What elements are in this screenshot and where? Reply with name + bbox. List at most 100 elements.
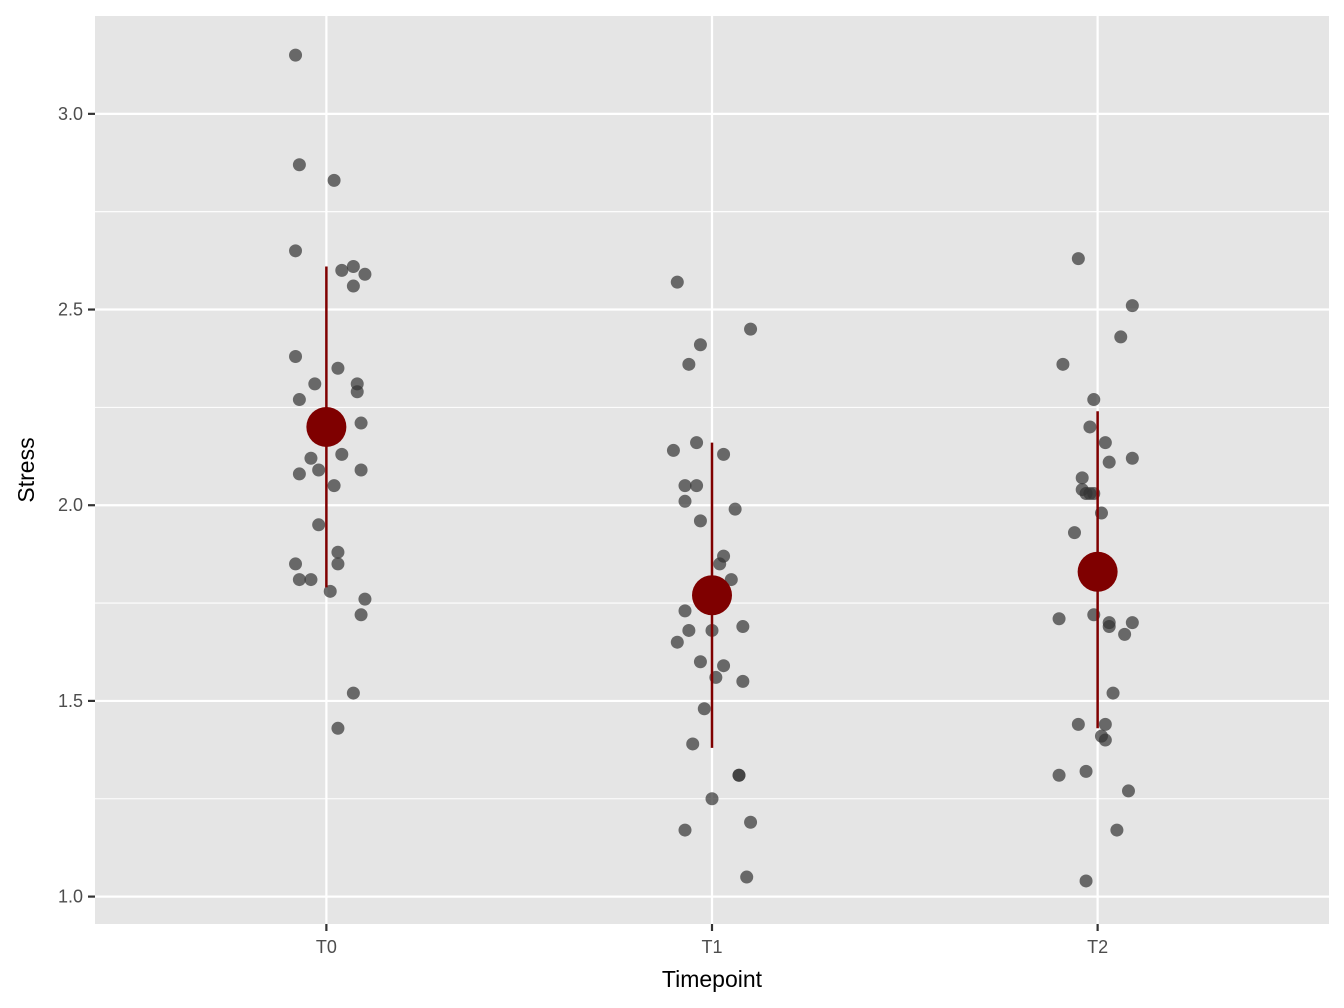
data-point: [732, 768, 746, 782]
data-point: [693, 338, 707, 352]
data-point: [670, 275, 684, 289]
data-point: [1121, 784, 1135, 798]
data-point: [292, 467, 306, 481]
y-tick-label: 3.0: [58, 104, 83, 124]
x-axis: T0 T1 T2: [316, 924, 1108, 957]
y-axis-title: Stress: [13, 437, 39, 502]
data-point: [289, 244, 303, 258]
data-point: [327, 479, 341, 493]
y-axis: 1.0 1.5 2.0 2.5 3.0: [58, 104, 95, 907]
data-point: [1083, 486, 1097, 500]
x-tick-label: T2: [1087, 937, 1108, 957]
data-point: [1118, 627, 1132, 641]
summary-stats: [306, 266, 1118, 748]
data-point: [1067, 526, 1081, 540]
data-point: [693, 514, 707, 528]
data-point: [678, 479, 692, 493]
data-point: [1079, 874, 1093, 888]
data-point: [335, 447, 349, 461]
data-point: [354, 608, 368, 622]
data-point: [346, 279, 360, 293]
data-point: [736, 674, 750, 688]
data-point: [346, 259, 360, 273]
data-point: [1098, 717, 1112, 731]
data-point: [744, 815, 758, 829]
data-point: [312, 463, 326, 477]
data-point: [331, 545, 345, 559]
data-point: [308, 377, 322, 391]
data-point: [740, 870, 754, 884]
data-point: [354, 463, 368, 477]
data-point: [292, 573, 306, 587]
data-point: [312, 518, 326, 532]
data-point: [304, 573, 318, 587]
data-point: [728, 502, 742, 516]
data-point: [1125, 616, 1139, 630]
data-point: [1083, 420, 1097, 434]
data-point: [1098, 733, 1112, 747]
data-point: [724, 573, 738, 587]
data-point: [670, 635, 684, 649]
data-point: [323, 584, 337, 598]
data-point: [1125, 299, 1139, 313]
data-point: [331, 557, 345, 571]
data-point: [678, 604, 692, 618]
data-point: [289, 350, 303, 363]
data-point: [1071, 252, 1085, 266]
y-tick-label: 1.0: [58, 887, 83, 907]
data-point: [1098, 436, 1112, 450]
data-point: [1114, 330, 1128, 344]
data-point: [1075, 471, 1089, 485]
data-point: [292, 158, 306, 172]
data-point: [1102, 455, 1116, 469]
data-point: [686, 737, 700, 751]
mean-point: [306, 406, 347, 447]
data-point: [350, 385, 364, 399]
x-tick-label: T0: [316, 937, 337, 957]
y-tick-label: 1.5: [58, 691, 83, 711]
data-point: [705, 792, 719, 806]
data-point: [717, 659, 731, 673]
data-point: [327, 173, 341, 187]
x-tick-label: T1: [701, 937, 722, 957]
data-point: [1102, 620, 1116, 634]
data-point: [1052, 612, 1066, 626]
data-point: [690, 479, 704, 493]
mean-point: [692, 575, 732, 616]
data-point: [744, 322, 758, 336]
data-point: [1056, 357, 1070, 371]
data-point: [682, 623, 696, 637]
y-tick-label: 2.0: [58, 495, 83, 515]
data-point: [717, 447, 731, 461]
mean-point: [1077, 551, 1118, 592]
data-point: [331, 721, 345, 735]
data-point: [1052, 768, 1066, 782]
data-point: [1071, 717, 1085, 731]
data-point: [289, 48, 303, 62]
data-point: [713, 557, 727, 571]
data-point: [292, 393, 306, 407]
data-point: [666, 443, 680, 457]
data-point: [678, 494, 692, 508]
data-point: [1110, 823, 1124, 837]
data-point: [331, 361, 345, 375]
data-point: [682, 357, 696, 371]
data-point: [1125, 451, 1139, 465]
data-point: [697, 702, 711, 716]
data-point: [358, 592, 372, 606]
data-point: [289, 557, 303, 571]
data-point: [1087, 393, 1101, 407]
data-point: [736, 620, 750, 634]
data-point: [304, 451, 318, 465]
x-axis-title: Timepoint: [662, 966, 763, 992]
y-tick-label: 2.5: [58, 300, 83, 320]
data-point: [1079, 764, 1093, 778]
data-point: [335, 263, 349, 277]
data-point: [358, 267, 372, 281]
data-point: [693, 655, 707, 669]
data-point: [354, 416, 368, 430]
data-point: [346, 686, 360, 700]
data-point: [690, 436, 704, 450]
data-point: [678, 823, 692, 837]
